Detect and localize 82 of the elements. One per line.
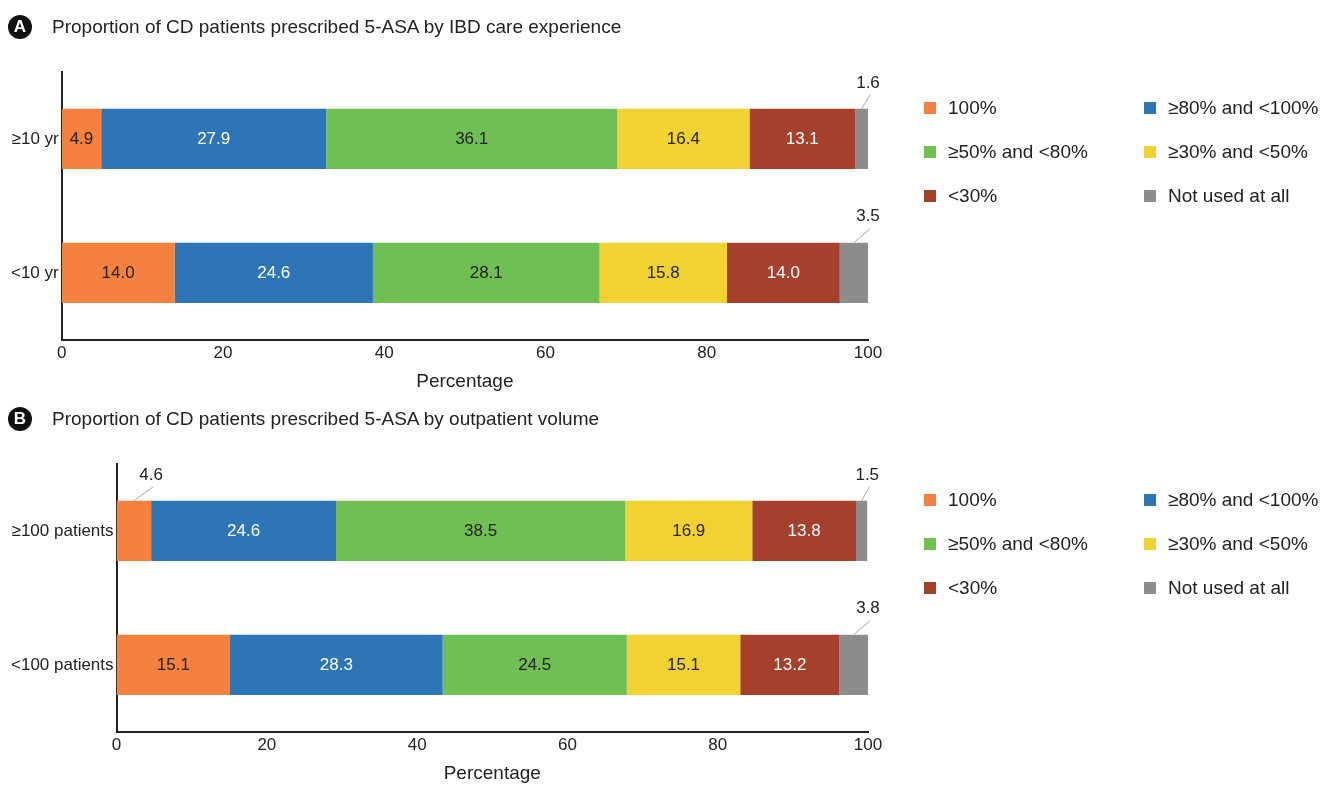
- bar: [626, 634, 741, 695]
- bar: [372, 242, 600, 303]
- x-axis-title: Percentage: [443, 761, 541, 783]
- data-label: 28.3: [319, 654, 353, 674]
- data-label: 13.8: [787, 520, 821, 540]
- x-tick-label: 0: [56, 342, 67, 362]
- chart-title: Proportion of CD patients prescribed 5-ASA by IBD care experience: [52, 16, 622, 38]
- y-tick-label: ≥100 patients: [11, 520, 114, 540]
- legend-label: ≥80% and <100%: [1168, 489, 1319, 511]
- legend-label: ≥50% and <80%: [948, 533, 1088, 555]
- bar: [839, 242, 868, 303]
- bar: [839, 634, 868, 695]
- bar: [726, 242, 840, 303]
- data-label: 3.8: [856, 598, 880, 618]
- data-label: 24.6: [227, 520, 261, 540]
- bar: [230, 634, 443, 695]
- x-tick-label: 60: [557, 734, 577, 754]
- bar: [335, 500, 626, 562]
- x-tick-label: 40: [374, 342, 394, 362]
- bar: [617, 108, 750, 170]
- bar: [116, 500, 152, 562]
- data-label: 24.6: [257, 262, 291, 282]
- x-tick-label: 80: [697, 342, 717, 362]
- data-label: 36.1: [455, 128, 489, 148]
- data-label: 13.2: [773, 654, 807, 674]
- legend-label: Not used at all: [1168, 185, 1290, 207]
- data-label: 3.5: [856, 206, 880, 226]
- x-tick-label: 100: [853, 734, 883, 754]
- data-label: 15.1: [156, 654, 190, 674]
- panel-badge: B: [8, 407, 32, 431]
- bar: [752, 500, 856, 562]
- legend-label: 100%: [948, 489, 997, 511]
- data-label: 1.6: [856, 72, 880, 92]
- bar: [855, 108, 868, 170]
- bar: [625, 500, 753, 562]
- x-tick-label: 100: [853, 342, 883, 362]
- data-label: 14.0: [101, 262, 135, 282]
- data-label: 16.9: [672, 520, 706, 540]
- data-label: 38.5: [464, 520, 498, 540]
- legend-label: <30%: [948, 185, 998, 207]
- x-tick-label: 80: [708, 734, 728, 754]
- bar: [855, 500, 868, 562]
- y-tick-label: <100 patients: [10, 654, 114, 674]
- data-label: 24.5: [518, 654, 552, 674]
- data-label: 4.9: [69, 128, 94, 148]
- bar: [151, 500, 336, 562]
- bar: [599, 242, 727, 303]
- y-tick-label: <10 yr: [10, 262, 60, 282]
- x-tick-label: 0: [111, 734, 122, 754]
- legend-label: ≥30% and <50%: [1168, 533, 1308, 555]
- legend-label: ≥30% and <50%: [1168, 141, 1308, 163]
- data-label: 13.1: [785, 128, 819, 148]
- bar: [61, 108, 102, 170]
- bar: [61, 242, 175, 303]
- legend-label: Not used at all: [1168, 577, 1290, 599]
- data-label: 27.9: [197, 128, 231, 148]
- data-label: 4.6: [139, 464, 163, 484]
- x-tick-label: 20: [257, 734, 277, 754]
- data-label: 1.5: [855, 464, 880, 484]
- y-tick-label: ≥10 yr: [11, 128, 60, 148]
- panel-badge: A: [8, 15, 32, 39]
- x-tick-label: 40: [407, 734, 427, 754]
- data-label: 28.1: [469, 262, 503, 282]
- x-axis-title: Percentage: [416, 369, 514, 391]
- legend-label: <30%: [948, 577, 998, 599]
- x-tick-label: 60: [536, 342, 555, 362]
- bar: [101, 108, 327, 170]
- bar: [442, 634, 627, 695]
- bar: [116, 634, 231, 695]
- bar: [326, 108, 618, 170]
- bar: [740, 634, 840, 695]
- bar: [174, 242, 373, 303]
- legend-label: 100%: [948, 97, 997, 119]
- chart-title: Proportion of CD patients prescribed 5-ASA by outpatient volume: [52, 408, 600, 430]
- data-label: 16.4: [666, 128, 700, 148]
- bar: [749, 108, 856, 170]
- data-label: 15.1: [666, 654, 701, 674]
- x-tick-label: 20: [213, 342, 233, 362]
- legend-label: ≥50% and <80%: [948, 141, 1088, 163]
- data-label: 14.0: [766, 262, 800, 282]
- legend-label: ≥80% and <100%: [1168, 97, 1319, 119]
- data-label: 15.8: [646, 262, 680, 282]
